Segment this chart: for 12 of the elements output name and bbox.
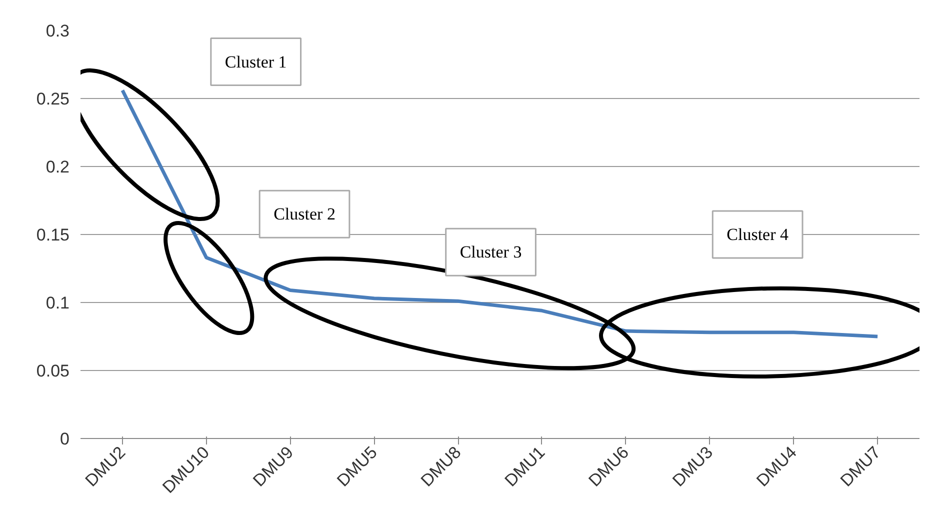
y-tick-label: 0: [60, 430, 70, 448]
y-tick-label: 0.15: [36, 226, 70, 244]
y-tick-label: 0.25: [36, 90, 70, 108]
y-tick-label: 0.05: [36, 362, 70, 380]
y-tick-label: 0.1: [46, 294, 70, 312]
annotation: Cluster 1: [224, 52, 287, 72]
y-tick-label: 0.2: [46, 158, 70, 176]
annotation: Cluster 3: [460, 242, 522, 262]
annotation: Cluster 4: [726, 225, 789, 244]
annotation: Cluster 2: [274, 204, 336, 224]
line-series: [120, 88, 880, 338]
y-tick-label: 0.3: [46, 22, 70, 40]
